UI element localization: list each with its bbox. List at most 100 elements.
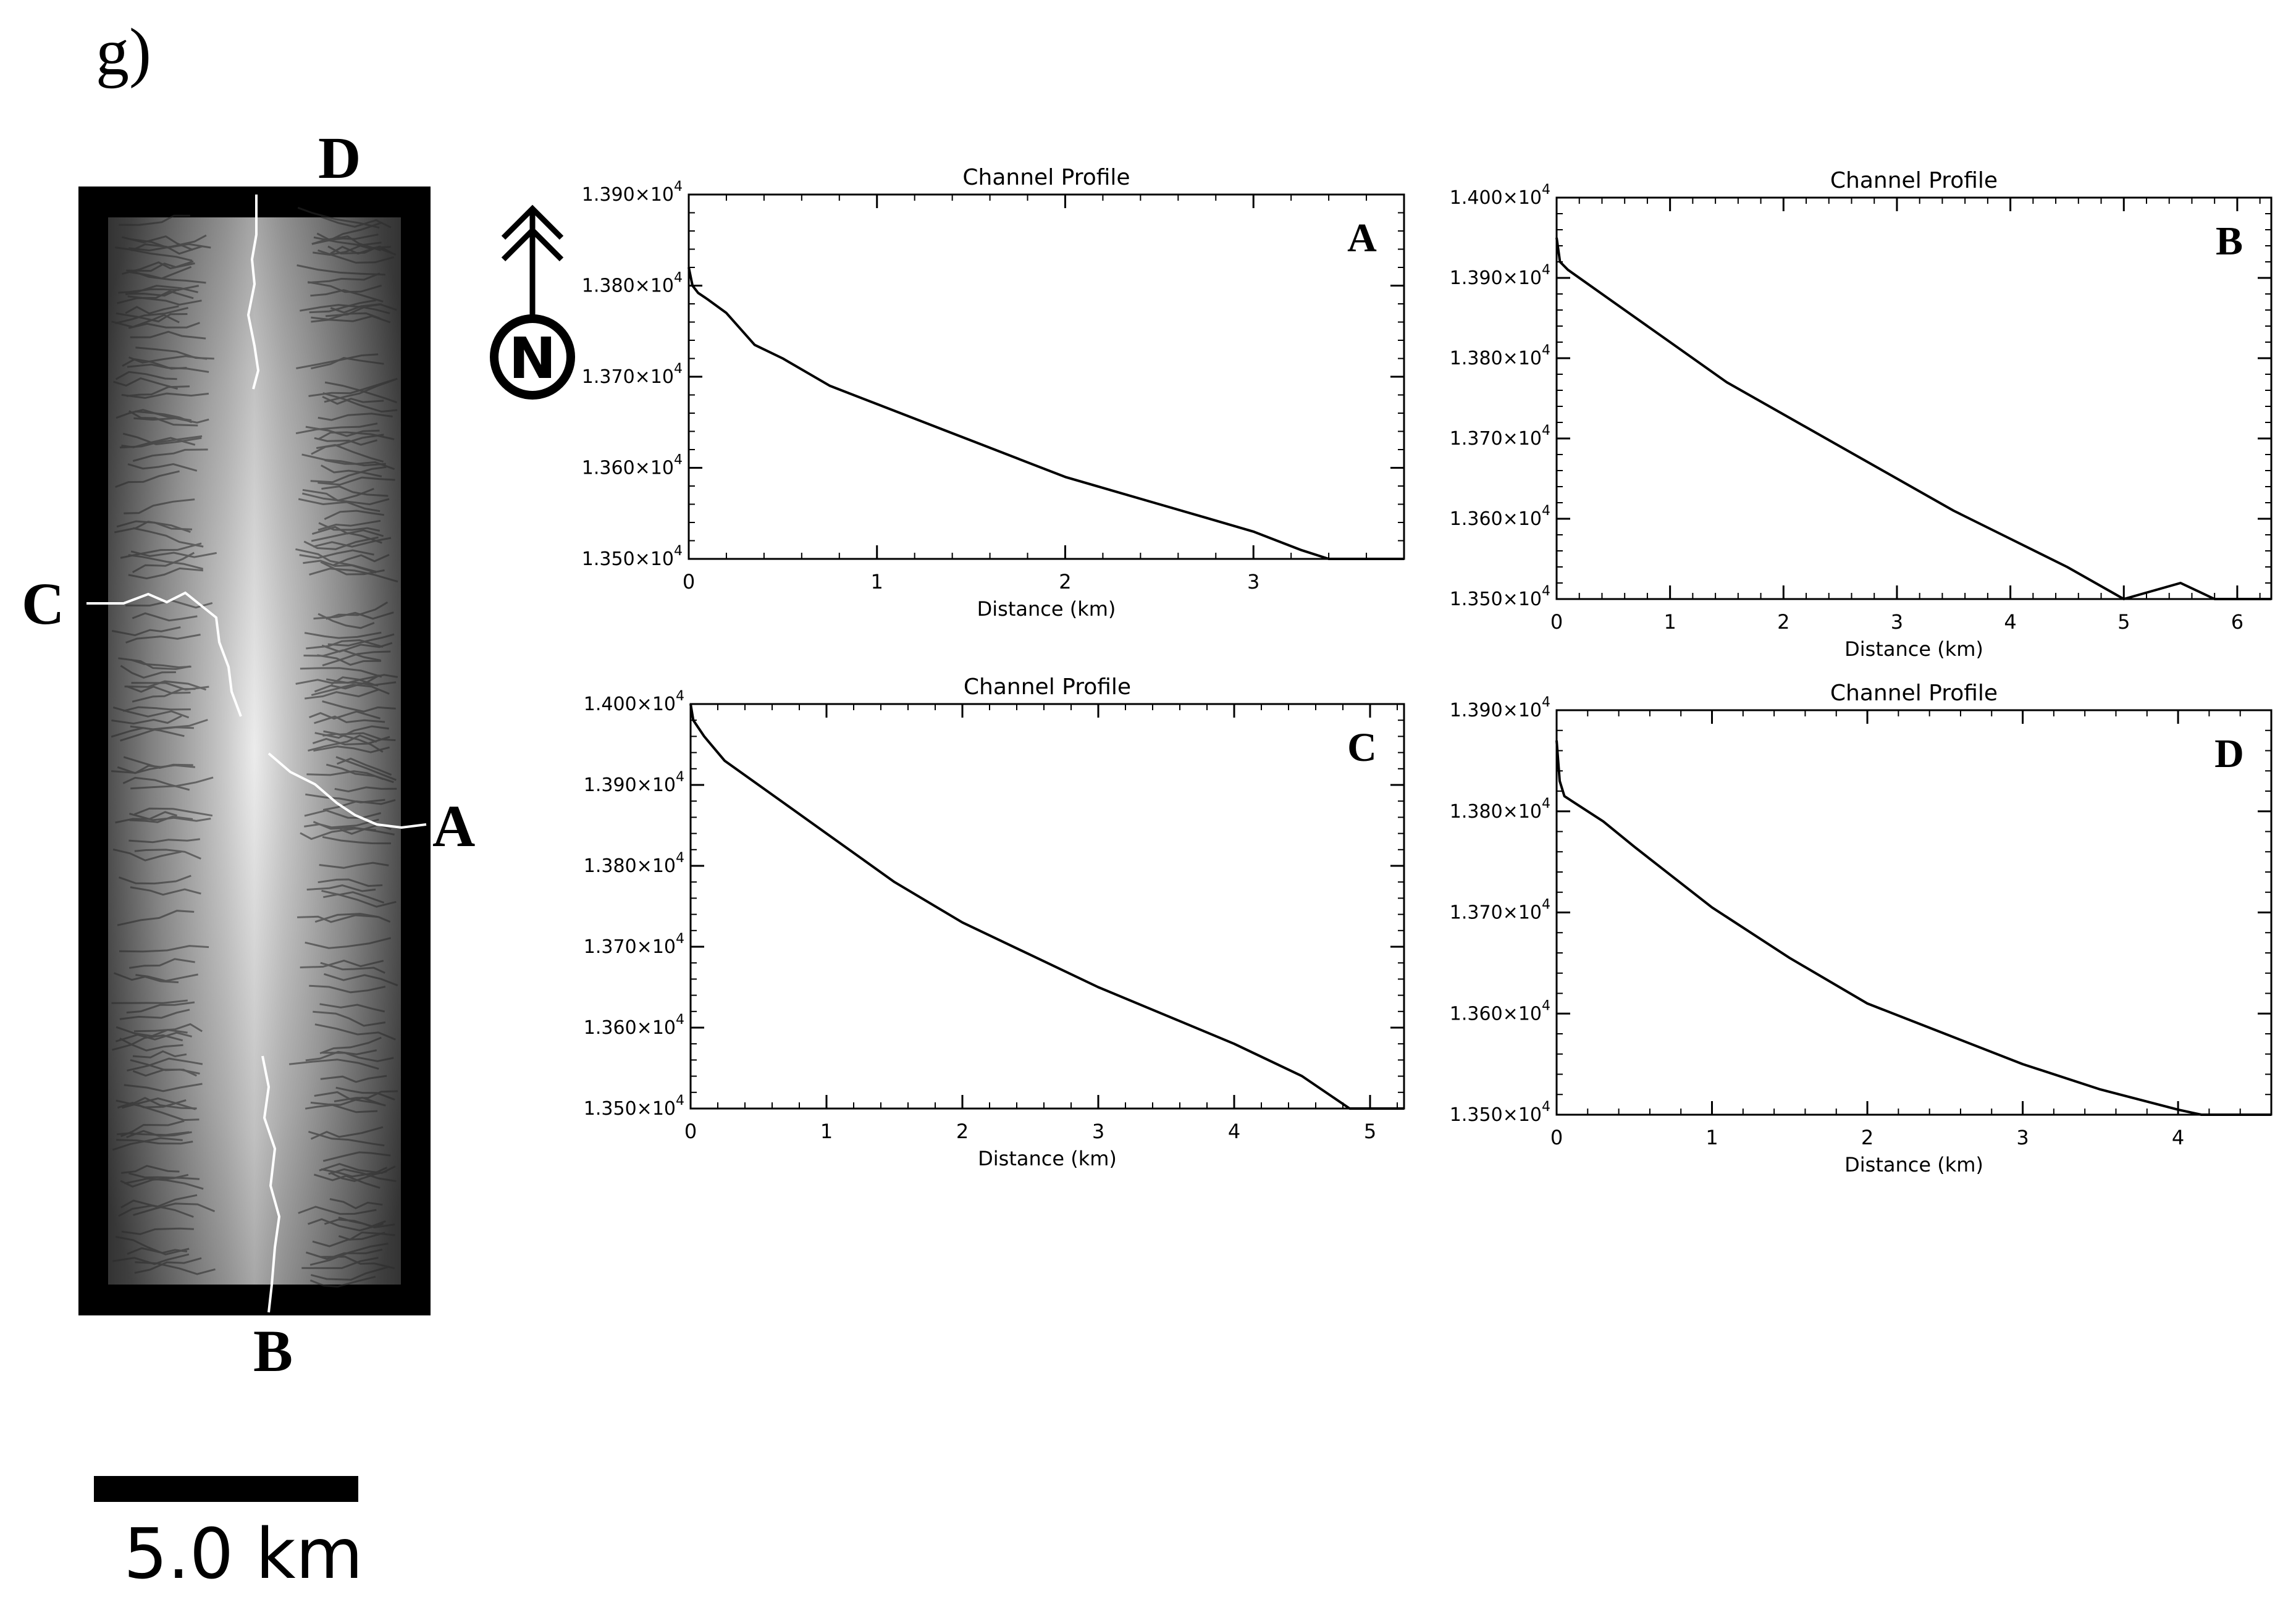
drainage-channel — [124, 498, 195, 514]
drainage-channel — [311, 235, 382, 251]
channel-b-trace — [261, 1055, 281, 1313]
drainage-channel — [121, 235, 193, 251]
drainage-channel — [313, 745, 390, 753]
plot-frame — [1555, 196, 2273, 600]
drainage-channel — [295, 679, 379, 687]
x-tick-label: 1 — [1663, 610, 1676, 634]
drainage-channel — [329, 1198, 383, 1210]
drainage-channel — [308, 734, 377, 752]
x-tick-label: 6 — [2231, 610, 2243, 634]
drainage-channel — [134, 1257, 202, 1274]
drainage-channel — [120, 665, 176, 679]
y-tick-label: 1.350×104 — [1450, 1099, 1550, 1126]
drainage-channel — [327, 633, 395, 647]
drainage-channel — [308, 272, 381, 284]
drainage-channel — [112, 706, 190, 719]
drainage-channel — [111, 626, 181, 637]
drainage-channel — [118, 657, 191, 670]
drainage-channel — [117, 290, 194, 304]
drainage-channel — [313, 611, 394, 620]
profile-line — [688, 267, 1404, 560]
panel-letter: D — [2214, 731, 2244, 776]
drainage-channel — [313, 241, 382, 256]
drainage-channel — [127, 1057, 203, 1072]
drainage-channel — [334, 786, 397, 793]
drainage-channel — [310, 1265, 390, 1281]
x-tick-label: 0 — [684, 1120, 697, 1143]
drainage-channel — [118, 874, 191, 885]
drainage-channel — [317, 431, 395, 440]
drainage-channel — [322, 799, 396, 811]
drainage-channel — [129, 1097, 197, 1110]
drainage-channel — [310, 466, 387, 484]
drainage-channel — [122, 706, 191, 712]
drainage-channel — [314, 913, 391, 923]
scale-bar-label: 5.0 km — [124, 1514, 363, 1595]
drainage-channel — [306, 639, 384, 650]
drainage-channel — [119, 1008, 190, 1020]
drainage-channel — [311, 312, 381, 321]
map-label-a: A — [432, 793, 475, 859]
x-tick-label: 0 — [683, 570, 695, 593]
drainage-channel — [128, 958, 195, 969]
drainage-channel — [117, 763, 179, 774]
drainage-channel — [117, 1131, 190, 1136]
scale-bar — [94, 1476, 358, 1502]
drainage-channel — [324, 509, 385, 520]
drainage-channel — [124, 1083, 203, 1092]
x-tick-label: 2 — [1861, 1126, 1873, 1149]
dem-map: D C A B — [22, 125, 475, 1384]
x-axis-label: Distance (km) — [978, 1147, 1117, 1170]
panel-label: g) — [96, 15, 151, 89]
drainage-channel — [132, 527, 204, 548]
plot-frame — [1555, 709, 2273, 1116]
y-tick-label: 1.350×104 — [582, 543, 683, 570]
drainage-channel — [320, 561, 385, 576]
drainage-channel — [323, 893, 397, 908]
drainage-channel — [305, 937, 392, 949]
drainage-channel — [115, 470, 180, 488]
drainage-channel — [316, 232, 379, 241]
x-tick-label: 4 — [1228, 1120, 1240, 1143]
y-tick-label: 1.380×104 — [1450, 343, 1550, 369]
drainage-channel — [116, 312, 188, 323]
drainage-channel — [324, 1218, 386, 1228]
x-tick-label: 2 — [1059, 570, 1071, 593]
drainage-channel — [127, 1247, 188, 1255]
drainage-channel — [132, 612, 198, 622]
drainage-channel — [116, 1139, 193, 1145]
profile-line — [689, 703, 1404, 1110]
drainage-channel — [307, 1218, 384, 1232]
drainage-channel — [309, 1275, 376, 1288]
drainage-channel — [120, 542, 202, 559]
drainage-channel — [125, 285, 200, 297]
drainage-channel — [133, 1202, 216, 1217]
channel-profile-chart-d: 0 1 2 3 4 1.350×104 1.360×104 1.370×104 1.380×10… — [1450, 681, 2273, 1176]
drainage-channel — [321, 216, 392, 229]
drainage-channel — [314, 715, 385, 724]
drainage-channel — [324, 381, 398, 404]
drainage-channel — [305, 793, 385, 803]
drainage-channel — [126, 1130, 192, 1139]
drainage-channel — [121, 392, 209, 399]
x-tick-label: 3 — [1092, 1120, 1104, 1143]
drainage-channel — [308, 377, 398, 397]
drainage-channel — [301, 1257, 379, 1269]
chart-title: Channel Profile — [1830, 681, 1998, 706]
drainage-channel — [327, 245, 397, 256]
drainage-channel — [134, 849, 201, 860]
north-arrow-head-upper — [501, 204, 564, 240]
panel-letter: A — [1347, 216, 1377, 261]
drainage-channel — [301, 492, 390, 506]
drainage-channel — [297, 914, 377, 923]
drainage-channel — [125, 634, 201, 644]
y-tick-label: 1.350×104 — [584, 1093, 684, 1120]
drainage-channel — [296, 353, 379, 369]
drainage-channel — [126, 385, 190, 397]
drainage-channel — [121, 1165, 180, 1174]
drainage-channel — [313, 537, 392, 548]
x-tick-label: 2 — [956, 1120, 969, 1143]
drainage-channel — [112, 848, 182, 862]
drainage-channel — [314, 725, 389, 739]
